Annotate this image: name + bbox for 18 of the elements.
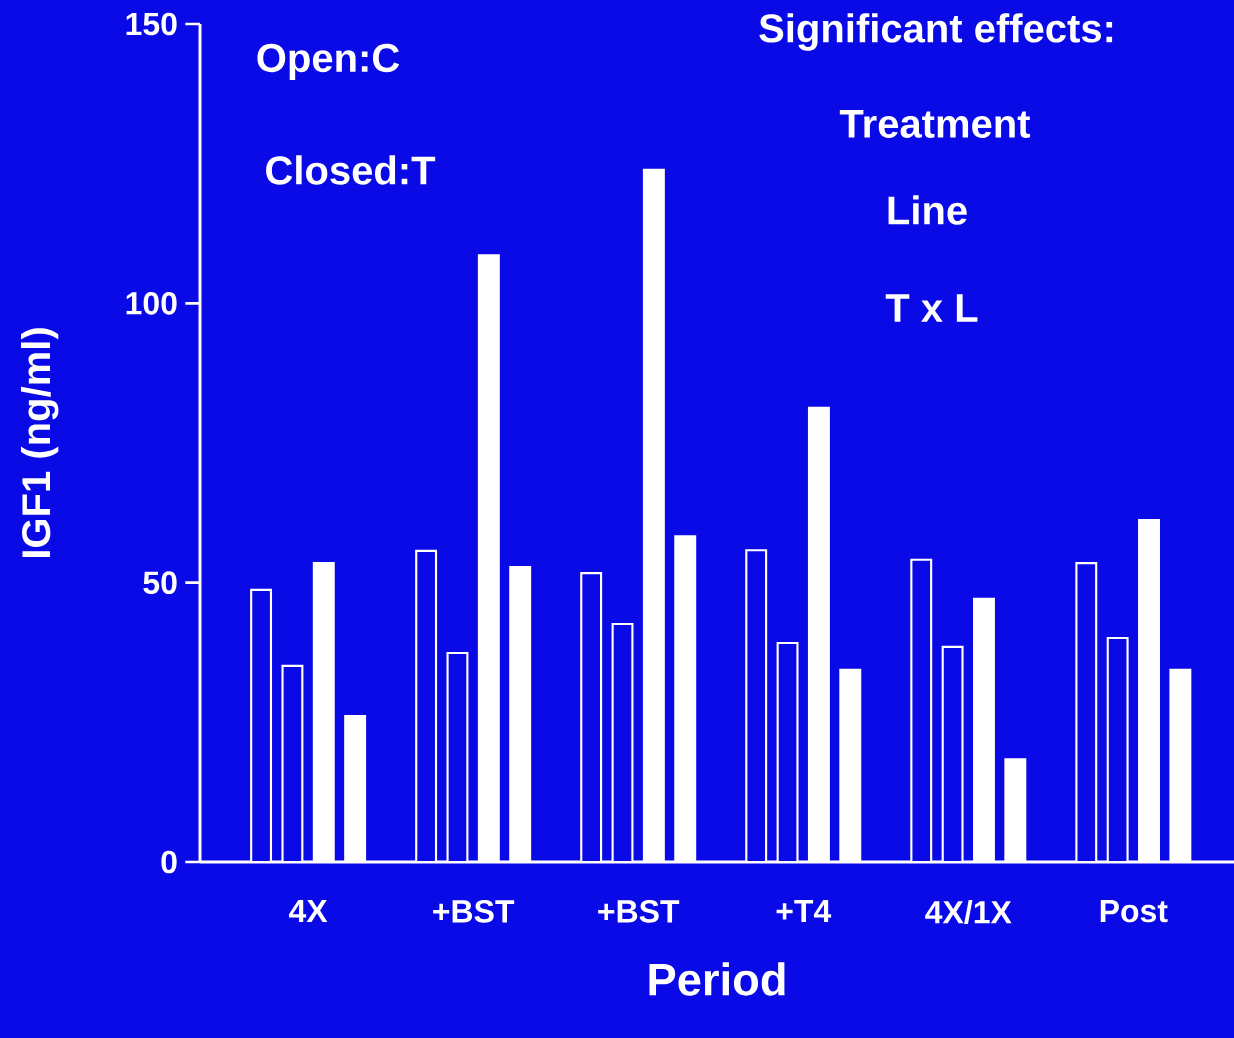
x-tick-label: +BST xyxy=(598,900,680,923)
x-tick-label: 4X/1X xyxy=(925,900,1012,924)
x-tick-label: +T4 xyxy=(776,900,832,923)
annotation: T x L xyxy=(885,294,978,322)
x-tick-label: +BST xyxy=(433,900,515,923)
y-axis-title: IGF1 (ng/ml) xyxy=(21,328,59,557)
annotation: Closed:T xyxy=(266,155,436,185)
x-tick-label: 4X xyxy=(289,900,328,923)
annotation: Treatment xyxy=(839,110,1031,138)
annotation: Open:C xyxy=(257,43,400,81)
y-tick-label: 150 xyxy=(126,12,177,36)
x-axis-title: Period xyxy=(649,962,785,996)
annotation: Line xyxy=(888,195,967,225)
y-tick-label: 100 xyxy=(126,292,177,315)
x-tick-label: Post xyxy=(1100,900,1168,923)
annotation: Significant effects: xyxy=(759,13,1113,51)
y-tick-label: 0 xyxy=(161,850,177,874)
y-tick-label: 50 xyxy=(143,571,177,594)
